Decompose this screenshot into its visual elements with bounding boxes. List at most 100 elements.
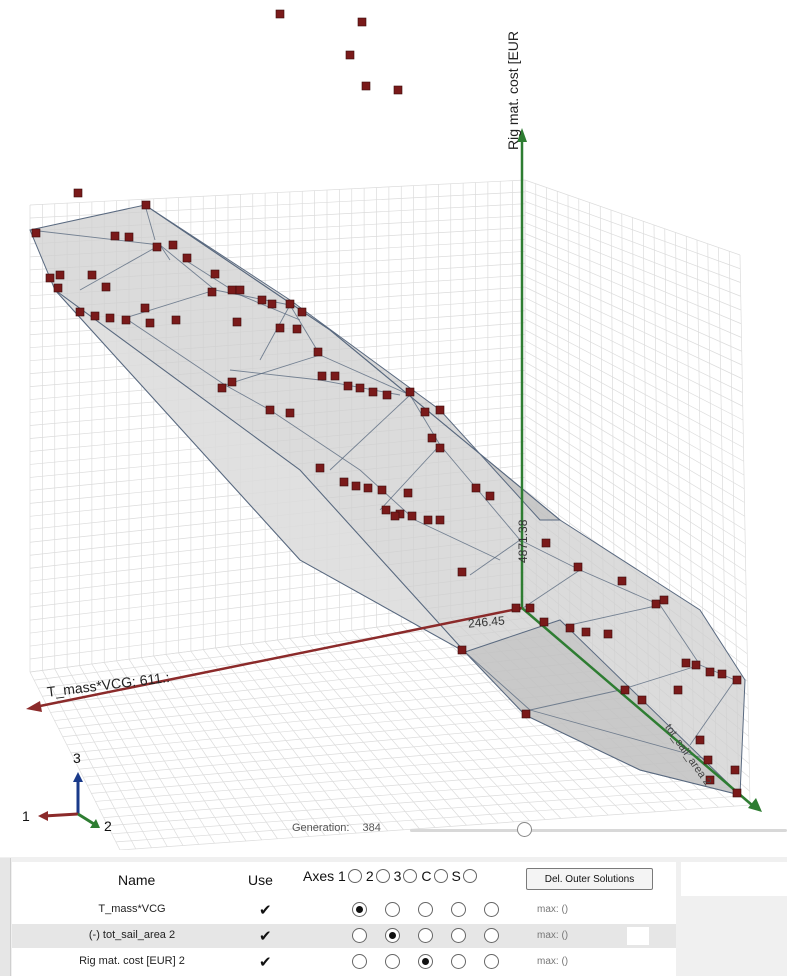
generation-slider-track[interactable]	[410, 829, 787, 832]
triad-y-label: 2	[104, 818, 112, 834]
solution-point	[681, 658, 691, 668]
use-checkmark[interactable]: ✔	[259, 902, 272, 919]
solution-point	[573, 562, 583, 572]
mesh-edge	[619, 664, 701, 691]
axis-c-radio[interactable]	[451, 954, 466, 969]
solution-point	[285, 299, 295, 309]
solution-point	[90, 311, 100, 321]
objective-name: (-) tot_sail_area 2	[88, 929, 176, 941]
axis-2-radio[interactable]	[385, 902, 400, 917]
mesh-edge	[359, 469, 416, 521]
column-header-name: Name	[118, 872, 156, 888]
use-checkmark[interactable]: ✔	[259, 954, 272, 971]
solution-point	[292, 324, 302, 334]
axis-3-radio[interactable]	[418, 928, 433, 943]
right-axis-line	[521, 607, 753, 806]
axis-1-radio[interactable]	[352, 954, 367, 969]
axis-c-radio[interactable]	[451, 902, 466, 917]
solution-point	[435, 515, 445, 525]
delete-outer-solutions-button[interactable]: Del. Outer Solutions	[526, 868, 653, 890]
mesh-edge	[414, 519, 501, 561]
axes-s-label: S	[451, 868, 461, 884]
objective-name: Rig mat. cost [EUR] 2	[79, 955, 185, 967]
solution-point	[377, 485, 387, 495]
solution-point	[317, 371, 327, 381]
mesh-edge	[464, 651, 531, 711]
solution-point	[339, 477, 349, 487]
axis-3-radio[interactable]	[418, 954, 433, 969]
table-blank-header	[681, 862, 787, 896]
pareto-front-plot	[26, 9, 762, 850]
solution-point	[207, 287, 217, 297]
axes-3-header-radio[interactable]	[403, 869, 418, 883]
mesh-edge	[529, 709, 711, 761]
axis-c-radio[interactable]	[451, 928, 466, 943]
table-row[interactable]: Rig mat. cost [EUR] 2 ✔ max: ()	[12, 950, 676, 974]
solution-point	[110, 231, 120, 241]
axes-2-header-radio[interactable]	[375, 869, 390, 883]
mesh-edge	[229, 369, 321, 381]
solution-point	[457, 567, 467, 577]
axis-2-radio[interactable]	[385, 954, 400, 969]
solution-point	[361, 81, 371, 91]
axis-s-radio[interactable]	[484, 902, 499, 917]
right-axis-arrow	[748, 798, 762, 812]
mesh-edge	[519, 569, 581, 611]
mesh-edge	[319, 354, 411, 396]
axis-s-radio[interactable]	[484, 928, 499, 943]
generation-label: Generation:	[292, 822, 350, 834]
left-axis-line	[39, 606, 523, 708]
solution-point	[73, 188, 83, 198]
axes-s-header-radio[interactable]	[462, 869, 477, 883]
solution-point	[471, 483, 481, 493]
solution-point	[525, 603, 535, 613]
solution-point	[420, 407, 430, 417]
max-value: max: ()	[537, 930, 569, 941]
solution-point	[345, 50, 355, 60]
max-value: max: ()	[537, 956, 569, 967]
mesh-edge	[569, 604, 661, 626]
axes-c-header-radio[interactable]	[433, 869, 448, 883]
axis-triad: 3 1 2	[18, 748, 128, 838]
3d-viewport[interactable]: Rig mat. cost [EUR T_mass*VCG: 611.: tot…	[0, 0, 787, 850]
solution-point	[423, 515, 433, 525]
solution-point	[403, 488, 413, 498]
solution-point	[368, 387, 378, 397]
axis-2-radio[interactable]	[385, 928, 400, 943]
solution-point	[651, 599, 661, 609]
axis-s-radio[interactable]	[484, 954, 499, 969]
generation-slider-thumb[interactable]	[517, 822, 532, 837]
axes-1-label: Axes 1	[303, 868, 346, 884]
mesh-edge	[529, 689, 621, 711]
solution-point	[182, 253, 192, 263]
solution-point	[53, 283, 63, 293]
solution-point	[541, 538, 551, 548]
solution-point	[363, 483, 373, 493]
axes-2-label: 2	[365, 868, 374, 884]
solution-point	[485, 491, 495, 501]
solution-point	[168, 240, 178, 250]
use-checkmark[interactable]: ✔	[259, 928, 272, 945]
solution-point	[152, 242, 162, 252]
solution-point	[227, 377, 237, 387]
solution-point	[171, 315, 181, 325]
solution-point	[717, 669, 727, 679]
solution-point	[141, 200, 151, 210]
triad-z-label: 3	[73, 750, 81, 766]
table-row[interactable]: (-) tot_sail_area 2 ✔ max: ()	[12, 924, 676, 948]
mesh-edge	[29, 229, 161, 246]
axis-3-radio[interactable]	[418, 902, 433, 917]
solution-point	[691, 660, 701, 670]
axes-1-header-radio[interactable]	[347, 869, 362, 883]
axis-1-radio[interactable]	[352, 902, 367, 917]
solution-point	[232, 317, 242, 327]
solution-point	[210, 269, 220, 279]
column-header-axes: Axes 1 2 3 C S	[303, 868, 479, 884]
solution-point	[257, 295, 267, 305]
blank-cell	[627, 927, 649, 945]
mesh-edge	[699, 664, 736, 681]
axes-radio-group	[352, 954, 499, 969]
axis-1-radio[interactable]	[352, 928, 367, 943]
table-row[interactable]: T_mass*VCG ✔ max: ()	[12, 898, 676, 922]
solution-point	[343, 381, 353, 391]
